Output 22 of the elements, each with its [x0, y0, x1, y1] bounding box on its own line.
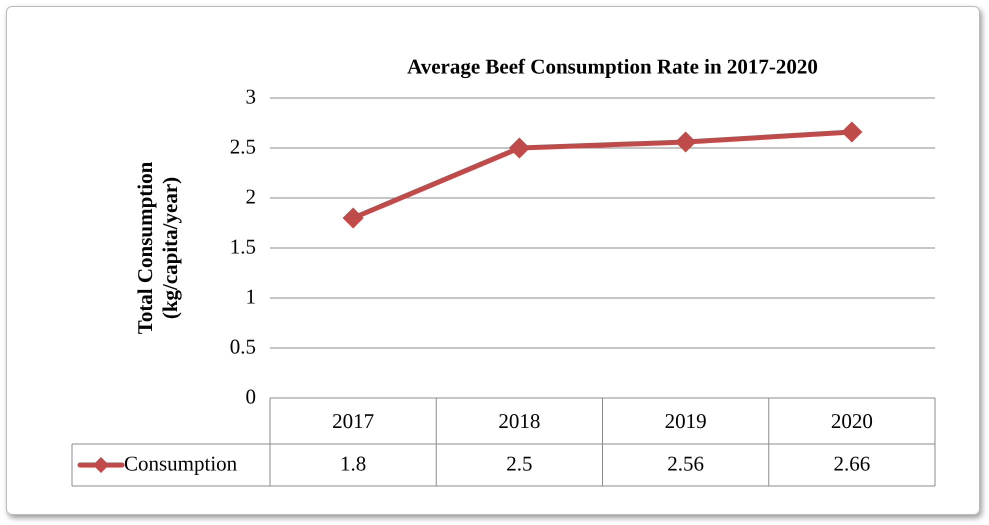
x-tick-label: 2020: [830, 409, 873, 434]
y-tick-label: 1: [246, 284, 256, 309]
y-tick-label: 3: [246, 84, 256, 109]
data-label: 2.56: [667, 452, 704, 476]
x-tick-label: 2019: [664, 409, 707, 434]
x-tick-label: 2017: [332, 409, 374, 434]
x-tick-label: 2018: [498, 409, 540, 434]
data-label: 2.66: [834, 452, 870, 476]
y-tick-label: 0: [246, 384, 256, 409]
point: [842, 122, 862, 142]
legend-label: Consumption: [124, 452, 238, 476]
data-label: 2.5: [506, 452, 532, 476]
y-tick-label: 2: [246, 184, 256, 209]
y-tick-label: 0.5: [230, 334, 256, 359]
point: [510, 138, 529, 158]
y-tick-label: 2.5: [230, 134, 256, 159]
y-axis-title: Total Consumption (kg/capita/year): [133, 161, 182, 334]
point: [676, 132, 696, 152]
y-tick-label: 1.5: [230, 234, 256, 259]
chart-title: Average Beef Consumption Rate in 2017-2020: [407, 54, 818, 78]
data-label: 1.8: [340, 452, 366, 476]
point: [344, 208, 363, 228]
